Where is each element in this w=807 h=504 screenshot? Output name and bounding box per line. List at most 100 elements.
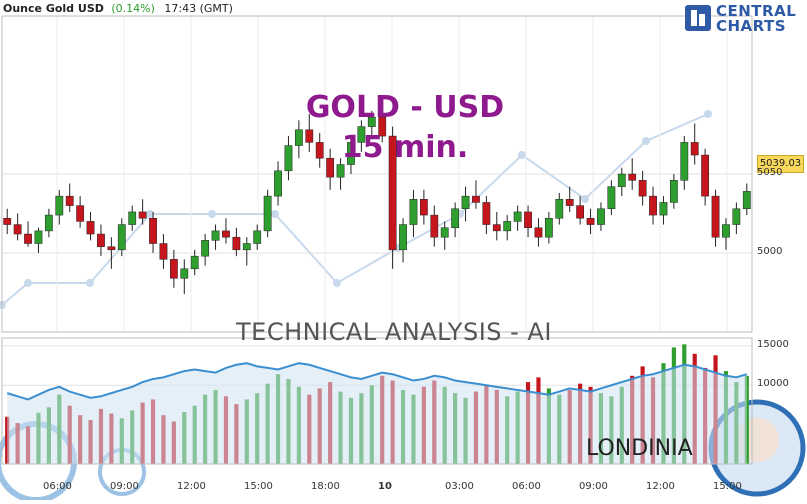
candle-body	[159, 243, 168, 260]
candle-body	[732, 208, 741, 225]
candle-body	[430, 214, 439, 238]
candle-body	[24, 233, 32, 244]
candle-body	[388, 135, 397, 251]
candle-body	[722, 224, 730, 238]
candle-body	[419, 199, 428, 216]
decor-trail-dot	[0, 301, 6, 309]
price-panel-frame	[1, 15, 753, 333]
candle-body	[534, 227, 543, 238]
panel-frames	[1, 15, 753, 465]
candle-body	[263, 195, 272, 232]
candle-body	[399, 224, 407, 251]
title-line2: 15 min.	[341, 130, 469, 165]
brand-label: LONDINIA	[586, 436, 693, 461]
candle-body	[44, 214, 53, 232]
time-tick-label: 06:00	[43, 481, 72, 492]
candle-body	[680, 142, 689, 181]
decor-trail-dot	[24, 279, 32, 287]
candle-body	[222, 230, 230, 238]
candle-body	[461, 195, 470, 210]
decor-trail-dot	[642, 137, 650, 145]
candle-body	[284, 145, 293, 172]
centralcharts-logo[interactable]: CENTRAL CHARTS	[684, 4, 802, 38]
volume-area	[7, 363, 747, 464]
candle-body	[55, 195, 64, 216]
candle-body	[336, 164, 345, 178]
candle-body	[138, 211, 147, 219]
candle-body	[492, 224, 501, 232]
analysis-label: TECHNICAL ANALYSIS - AI	[236, 318, 552, 346]
chart-header: Ounce Gold USD (0.14%) 17:43 (GMT)	[3, 2, 233, 15]
title-line1: GOLD - USD	[305, 90, 505, 125]
candle-body	[253, 230, 262, 244]
candle-body	[555, 199, 564, 219]
volume-tick-label: 10000	[757, 378, 789, 390]
candle-body	[274, 170, 282, 197]
candle-body	[440, 227, 449, 238]
timestamp: 17:43 (GMT)	[164, 2, 233, 15]
candle-body	[617, 173, 626, 187]
decor-trail-dot	[271, 210, 279, 218]
candle-body	[149, 217, 157, 244]
candle-body	[86, 221, 95, 235]
candle-body	[128, 211, 137, 225]
change-percent: (0.14%)	[111, 2, 155, 15]
candlestick-series	[3, 107, 751, 295]
candle-body	[690, 142, 699, 156]
candle-body	[357, 126, 366, 143]
time-tick-label: 18:00	[311, 481, 340, 492]
time-tick-label: 09:00	[110, 481, 139, 492]
candle-body	[472, 195, 480, 203]
candle-body	[190, 255, 199, 270]
candle-body	[180, 268, 189, 279]
candle-body	[597, 208, 605, 225]
candle-body	[482, 202, 491, 225]
decor-trail-dot	[86, 279, 94, 287]
candle-body	[107, 246, 116, 251]
time-tick-label: 15:00	[244, 481, 273, 492]
candle-body	[232, 236, 241, 251]
decor-trail-dot	[518, 151, 526, 159]
price-tick-label: 5000	[757, 246, 783, 257]
volume-line	[6, 362, 748, 464]
price-grid	[2, 16, 752, 332]
volume-bar	[5, 416, 10, 464]
time-tick-label: 12:00	[177, 481, 206, 492]
volume-line-path	[6, 362, 748, 401]
candle-body	[367, 116, 376, 127]
logo-line1: CENTRAL	[716, 2, 797, 20]
candle-body	[576, 205, 585, 219]
candle-body	[315, 142, 324, 159]
candle-body	[451, 208, 460, 228]
logo-icon	[685, 5, 711, 31]
decor-trail-dot	[146, 210, 154, 218]
candle-body	[347, 142, 355, 165]
candle-body	[201, 240, 210, 257]
candle-body	[669, 180, 678, 203]
candle-body	[544, 217, 553, 238]
candle-body	[3, 217, 12, 225]
last-price-tag: 5039.03	[757, 155, 804, 173]
candle-body	[513, 211, 522, 222]
price-tick-label: 5050	[757, 167, 783, 178]
candle-body	[242, 243, 251, 251]
time-tick-label: 03:00	[445, 481, 474, 492]
time-tick-label: 10	[378, 481, 392, 492]
candle-body	[378, 116, 387, 137]
decor-trail-dot	[581, 195, 589, 203]
candle-body	[742, 191, 751, 210]
candle-body	[638, 180, 647, 197]
time-tick-label: 12:00	[646, 481, 675, 492]
candle-body	[76, 205, 85, 222]
candle-body	[711, 195, 720, 238]
candle-body	[659, 202, 668, 216]
candle-body	[524, 211, 532, 228]
decor-trail-dot	[208, 210, 216, 218]
candle-body	[409, 199, 418, 225]
candle-body	[649, 195, 657, 216]
overlay-title: GOLD - USD 15 min.	[250, 88, 560, 168]
volume-tick-label: 15000	[757, 338, 789, 350]
candle-body	[305, 129, 314, 143]
